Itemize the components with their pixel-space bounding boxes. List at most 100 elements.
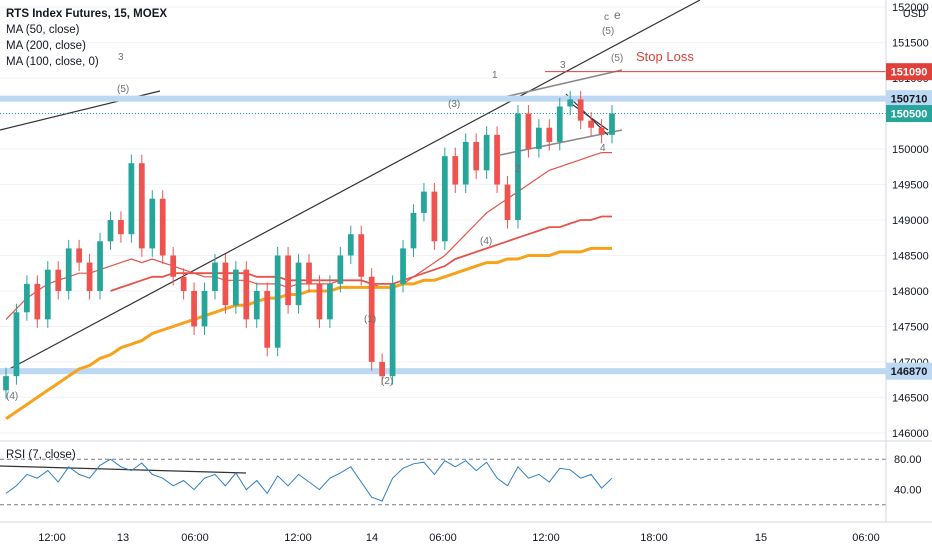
wave-label: (3) [448, 99, 461, 110]
candle-body [285, 255, 291, 306]
x-tick-label: 06:00 [852, 532, 880, 544]
x-tick-label: 12:00 [532, 532, 560, 544]
horizontal-levels [0, 71, 886, 375]
candle-body [567, 99, 574, 107]
price-tag: 151090 [891, 67, 928, 79]
y-tick-label: 147500 [892, 321, 929, 333]
y-tick-label: 151500 [892, 38, 929, 50]
candle-body [588, 120, 594, 128]
candle-body [441, 156, 448, 242]
x-tick-label: 14 [366, 532, 378, 544]
price-tag-bg [886, 362, 932, 380]
candle-body [431, 191, 438, 242]
candle-body [609, 113, 615, 135]
wave-label: (5) [117, 84, 130, 95]
wave-label: (5) [611, 53, 624, 64]
candle-body [13, 312, 20, 377]
indicator-ma100[interactable]: MA (100, close, 0) [6, 56, 99, 68]
candle-body [389, 283, 396, 377]
candle-body [525, 113, 532, 150]
candle-body [86, 262, 93, 291]
y-tick-label: 149500 [892, 180, 929, 192]
candle-body [462, 141, 469, 185]
candle-body [358, 234, 365, 277]
candle-body [535, 127, 542, 150]
stop-loss-label: Stop Loss [636, 49, 694, 64]
candle-body [410, 212, 417, 249]
candle-body [55, 269, 62, 291]
price-tag: 150500 [891, 109, 928, 121]
rsi-tick-label: 40.00 [894, 485, 922, 497]
candle-body [264, 290, 271, 348]
candle-body [180, 276, 187, 291]
candle-body [515, 113, 521, 220]
upper-channel-line [0, 0, 701, 375]
wave-label: c [604, 12, 609, 23]
y-tick-label: 148000 [892, 286, 929, 298]
candle-body [128, 163, 135, 235]
price-tag-bg [886, 105, 932, 123]
y-tick-label: 150000 [892, 144, 929, 156]
wave-label: (2) [381, 376, 394, 387]
y-tick-label: 149000 [892, 215, 929, 227]
candle-body [149, 198, 156, 249]
chart-header: RTS Index Futures, 15, MOEX MA (50, clos… [6, 6, 167, 70]
wedge-top [499, 69, 623, 99]
candle-body [473, 141, 480, 171]
rsi-tick-label: 80.00 [894, 454, 922, 466]
candle-body [274, 255, 281, 348]
candle-body [295, 262, 302, 306]
candle-body [191, 290, 197, 327]
candle-body [170, 255, 177, 277]
wave-label: (4) [6, 391, 19, 402]
candle-body [44, 269, 51, 320]
candle-body [379, 361, 386, 377]
x-tick-label: 06:00 [429, 532, 457, 544]
candle-body [3, 376, 9, 391]
currency-label[interactable]: USD [902, 8, 926, 20]
y-tick-label: 146500 [892, 392, 929, 404]
candle-body [368, 276, 375, 362]
candle-body [65, 248, 72, 291]
candle-body [34, 283, 41, 320]
candle-body [222, 262, 229, 306]
rsi-label[interactable]: RSI (7, close) [6, 449, 76, 461]
candle-body [421, 191, 427, 213]
wave-label: (4) [480, 236, 493, 247]
candle-body [243, 269, 250, 320]
horizontal-level [0, 368, 886, 375]
candle-body [201, 290, 208, 327]
candles[interactable] [3, 90, 615, 399]
y-tick-label: 152000 [892, 2, 929, 14]
candle-body [159, 198, 166, 256]
candle-body [400, 248, 406, 284]
candle-body [504, 184, 511, 220]
wave-label: 2 [515, 164, 521, 175]
indicator-ma50[interactable]: MA (50, close) [6, 24, 80, 36]
price-tag-bg [886, 63, 932, 81]
candle-body [97, 241, 103, 291]
x-tick-label: 12:00 [284, 532, 312, 544]
wave-label: 3 [560, 60, 566, 71]
candle-body [253, 290, 260, 320]
candle-body [452, 156, 459, 185]
y-tick-label: 146000 [892, 428, 929, 440]
candle-body [118, 220, 124, 235]
wave-label: (1) [364, 314, 377, 325]
indicator-ma200[interactable]: MA (200, close) [6, 40, 86, 52]
wave-label: e [614, 8, 621, 22]
rsi-trend-line [0, 465, 247, 474]
candle-body [577, 99, 584, 121]
candle-body [327, 283, 333, 320]
wave-label: 1 [492, 70, 498, 81]
candle-body [494, 134, 500, 185]
candle-body [76, 248, 83, 263]
candle-body [316, 283, 323, 320]
candle-body [138, 163, 145, 249]
price-tag-bg [886, 90, 932, 108]
rsi-panel[interactable] [0, 458, 886, 506]
rsi-line [5, 458, 613, 502]
candle-body [598, 127, 605, 135]
